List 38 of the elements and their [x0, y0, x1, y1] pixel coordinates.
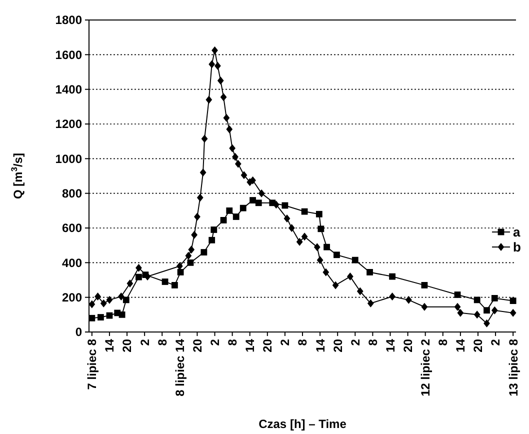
- x-tick-label: 8: [155, 338, 170, 346]
- x-tick-label: 13 lipiec 8: [506, 338, 520, 396]
- x-tick-label: 2: [208, 338, 222, 346]
- y-tick-label: 1200: [55, 117, 82, 132]
- x-tick-label: 20: [120, 338, 134, 352]
- x-tick-label: 20: [400, 338, 415, 352]
- x-tick-label: 20: [260, 338, 275, 352]
- legend-label: b: [513, 240, 521, 255]
- x-tick-label: 8: [296, 338, 310, 346]
- x-tick-label: 2: [278, 338, 292, 346]
- x-tick-label: 8: [436, 338, 450, 346]
- x-tick-label: 14: [243, 338, 258, 352]
- x-tick-label: 14: [313, 338, 328, 352]
- x-tick-label: 2: [488, 338, 503, 346]
- legend-label: a: [513, 224, 521, 240]
- x-tick-label: 20: [330, 338, 345, 352]
- x-tick-label: 2: [348, 338, 362, 346]
- y-tick-label: 1000: [55, 152, 82, 166]
- x-tick-label: 12 lipiec 2: [418, 338, 433, 396]
- y-tick-label: 0: [75, 325, 82, 340]
- x-tick-label: 20: [471, 338, 486, 352]
- x-tick-label: 14: [454, 338, 468, 352]
- y-tick-label: 800: [62, 186, 82, 201]
- y-tick-label: 1600: [55, 48, 82, 62]
- x-tick-label: 2: [138, 338, 152, 346]
- x-tick-label: 14: [383, 338, 398, 352]
- x-tick-label: 8: [366, 338, 380, 346]
- y-tick-label: 200: [62, 290, 82, 305]
- y-tick-label: 1800: [55, 13, 82, 28]
- x-axis-title: Czas [h] – Time: [258, 417, 347, 431]
- x-tick-label: 7 lipiec 8: [85, 338, 100, 390]
- x-tick-label: 8: [226, 338, 240, 346]
- y-tick-label: 600: [62, 221, 82, 236]
- x-tick-label: 8 lipiec 14: [172, 338, 187, 396]
- y-tick-label: 1400: [55, 82, 82, 97]
- y-tick-label: 400: [62, 256, 82, 270]
- x-tick-label: 20: [190, 338, 204, 352]
- x-tick-label: 14: [102, 338, 117, 352]
